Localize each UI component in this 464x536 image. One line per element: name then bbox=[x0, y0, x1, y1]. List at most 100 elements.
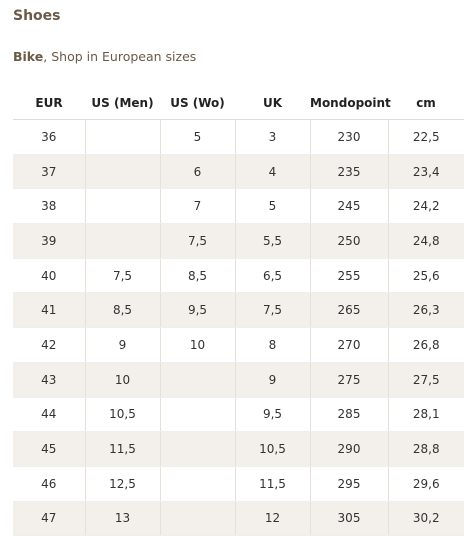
table-cell: 8 bbox=[234, 327, 310, 363]
table-cell: 24,2 bbox=[387, 188, 464, 225]
table-cell: 41 bbox=[13, 292, 85, 329]
table-cell: 7 bbox=[159, 188, 235, 225]
table-cell: 8,5 bbox=[84, 292, 160, 329]
table-cell: 46 bbox=[13, 466, 85, 502]
table-cell: 3 bbox=[234, 119, 310, 155]
table-cell: 270 bbox=[309, 327, 388, 363]
table-cell: 10,5 bbox=[84, 397, 160, 433]
table-cell: 29,6 bbox=[387, 466, 464, 502]
table-cell: 45 bbox=[13, 431, 85, 467]
subtitle-text: , Shop in European sizes bbox=[43, 49, 197, 64]
table-cell: 9 bbox=[84, 327, 160, 363]
size-table: EUR US (Men) US (Wo) UK Mondopoint cm 36 5 3 230… bbox=[13, 86, 464, 536]
table-cell bbox=[159, 362, 235, 398]
table-cell: 25,6 bbox=[387, 258, 464, 294]
column-header: EUR bbox=[13, 86, 85, 120]
table-cell bbox=[159, 397, 235, 433]
table-cell: 7,5 bbox=[234, 292, 310, 329]
table-cell bbox=[84, 119, 160, 155]
table-cell: 13 bbox=[84, 501, 160, 536]
table-cell: 26,8 bbox=[387, 327, 464, 363]
header-row: EUR US (Men) US (Wo) UK Mondopoint cm bbox=[13, 86, 464, 120]
table-cell: 250 bbox=[309, 223, 388, 259]
table-cell bbox=[84, 223, 160, 259]
table-cell: 6,5 bbox=[234, 258, 310, 294]
table-cell: 44 bbox=[13, 397, 85, 433]
table-cell: 37 bbox=[13, 154, 85, 190]
table-cell: 28,1 bbox=[387, 397, 464, 433]
table-cell: 8,5 bbox=[159, 258, 235, 294]
table-cell: 235 bbox=[309, 154, 388, 190]
table-row: 37 6 4 235 23,4 bbox=[13, 154, 464, 190]
subtitle: Bike, Shop in European sizes bbox=[13, 49, 196, 64]
table-row: 45 11,5 10,5 290 28,8 bbox=[13, 431, 464, 467]
column-header: Mondopoint bbox=[310, 86, 391, 120]
table-row: 47 13 12 305 30,2 bbox=[13, 501, 464, 536]
table-cell: 27,5 bbox=[387, 362, 464, 398]
title: Shoes bbox=[13, 8, 61, 24]
table-cell: 9,5 bbox=[234, 397, 310, 433]
column-header: US (Men) bbox=[85, 86, 160, 120]
table-cell: 36 bbox=[13, 119, 85, 155]
table-cell: 5 bbox=[234, 188, 310, 225]
table-cell bbox=[159, 501, 235, 536]
table-cell: 7,5 bbox=[84, 258, 160, 294]
table-cell: 38 bbox=[13, 188, 85, 225]
table-cell: 10 bbox=[84, 362, 160, 398]
table-cell: 11,5 bbox=[84, 431, 160, 467]
table-cell: 11,5 bbox=[234, 466, 310, 502]
table-row: 44 10,5 9,5 285 28,1 bbox=[13, 397, 464, 433]
subtitle-bold: Bike bbox=[13, 49, 44, 64]
table-row: 41 8,5 9,5 7,5 265 26,3 bbox=[13, 292, 464, 329]
column-header: US (Wo) bbox=[160, 86, 235, 120]
table-cell: 47 bbox=[13, 501, 85, 536]
table-head: EUR US (Men) US (Wo) UK Mondopoint cm bbox=[13, 86, 464, 120]
table-cell: 40 bbox=[13, 258, 85, 294]
table-cell: 5 bbox=[159, 119, 235, 155]
table-cell: 10 bbox=[159, 327, 235, 363]
table-cell: 4 bbox=[234, 154, 310, 190]
table-cell: 39 bbox=[13, 223, 85, 259]
table-cell bbox=[159, 466, 235, 502]
table-cell: 23,4 bbox=[387, 154, 464, 190]
table-cell: 42 bbox=[13, 327, 85, 363]
table-cell: 22,5 bbox=[387, 119, 464, 155]
table-cell: 255 bbox=[309, 258, 388, 294]
table-cell bbox=[84, 188, 160, 225]
table-row: 36 5 3 230 22,5 bbox=[13, 119, 464, 155]
table-cell: 285 bbox=[309, 397, 388, 433]
table-cell: 245 bbox=[309, 188, 388, 225]
table-cell: 28,8 bbox=[387, 431, 464, 467]
table-cell: 9 bbox=[234, 362, 310, 398]
table-cell: 10,5 bbox=[234, 431, 310, 467]
table-row: 43 10 9 275 27,5 bbox=[13, 362, 464, 398]
table-cell: 12 bbox=[234, 501, 310, 536]
table-cell: 24,8 bbox=[387, 223, 464, 259]
table-cell: 265 bbox=[309, 292, 388, 329]
table-row: 39 7,5 5,5 250 24,8 bbox=[13, 223, 464, 259]
table-cell: 7,5 bbox=[159, 223, 235, 259]
table-cell: 26,3 bbox=[387, 292, 464, 329]
table-cell: 6 bbox=[159, 154, 235, 190]
column-header: UK bbox=[235, 86, 310, 120]
table-cell: 275 bbox=[309, 362, 388, 398]
table-cell bbox=[159, 431, 235, 467]
table-cell: 295 bbox=[309, 466, 388, 502]
column-header: cm bbox=[388, 86, 464, 120]
table-cell: 43 bbox=[13, 362, 85, 398]
table-body: 36 5 3 230 22,5 37 6 4 235 23,4 38 7 5 245 24,2 39 7,5 5,… bbox=[13, 119, 464, 536]
table-cell: 5,5 bbox=[234, 223, 310, 259]
table-row: 38 7 5 245 24,2 bbox=[13, 188, 464, 225]
table-cell: 30,2 bbox=[387, 501, 464, 536]
table-row: 42 9 10 8 270 26,8 bbox=[13, 327, 464, 363]
table-cell: 12,5 bbox=[84, 466, 160, 502]
table-cell: 9,5 bbox=[159, 292, 235, 329]
table-row: 46 12,5 11,5 295 29,6 bbox=[13, 466, 464, 502]
table-cell: 305 bbox=[309, 501, 388, 536]
table-cell bbox=[84, 154, 160, 190]
table-cell: 230 bbox=[309, 119, 388, 155]
table-cell: 290 bbox=[309, 431, 388, 467]
table-row: 40 7,5 8,5 6,5 255 25,6 bbox=[13, 258, 464, 294]
